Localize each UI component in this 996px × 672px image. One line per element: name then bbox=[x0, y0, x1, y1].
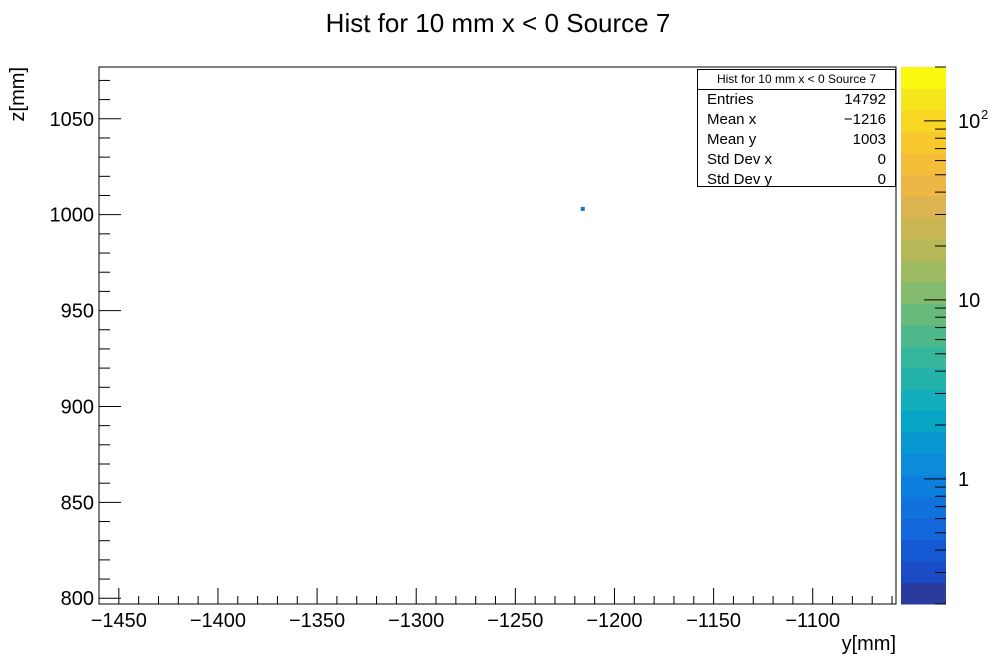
colorbar-band bbox=[901, 561, 946, 584]
colorbar-band bbox=[901, 496, 946, 519]
stats-box: Hist for 10 mm x < 0 Source 7 Entries 14… bbox=[697, 69, 896, 190]
colorbar-band bbox=[901, 346, 946, 369]
chart-title: Hist for 10 mm x < 0 Source 7 bbox=[326, 8, 671, 38]
stats-label: Mean x bbox=[707, 111, 757, 128]
colorbar-tick-exponent: 2 bbox=[981, 107, 988, 122]
stats-value: 0 bbox=[877, 151, 886, 168]
x-tick-label: −1450 bbox=[91, 610, 147, 632]
x-tick-label: −1150 bbox=[686, 610, 741, 632]
stats-value: 1003 bbox=[852, 131, 886, 148]
colorbar-band bbox=[901, 303, 946, 326]
colorbar-tick-label: 10 bbox=[958, 290, 980, 312]
stats-label: Std Dev y bbox=[707, 171, 773, 188]
colorbar-tick-label: 10 bbox=[958, 111, 980, 133]
stats-value: −1216 bbox=[843, 111, 886, 128]
colorbar-band bbox=[901, 582, 946, 605]
stats-row-std-dev-y: Std Dev y 0 bbox=[698, 170, 895, 190]
colorbar-band bbox=[901, 281, 946, 304]
stats-row-entries: Entries 14792 bbox=[698, 90, 895, 110]
stats-row-mean-x: Mean x −1216 bbox=[698, 110, 895, 130]
y-tick-label: 900 bbox=[61, 396, 94, 418]
y-tick-label: 850 bbox=[61, 492, 94, 514]
stats-label: Mean y bbox=[707, 131, 757, 148]
plot-frame bbox=[98, 66, 897, 605]
colorbar-band bbox=[901, 367, 946, 390]
colorbar-band bbox=[901, 260, 946, 283]
colorbar-band bbox=[901, 238, 946, 261]
colorbar-band bbox=[901, 109, 946, 132]
y-tick-label: 800 bbox=[61, 588, 94, 610]
y-tick-label: 1050 bbox=[50, 109, 95, 131]
colorbar-band bbox=[901, 152, 946, 175]
colorbar-band bbox=[901, 453, 946, 476]
x-tick-label: −1350 bbox=[289, 610, 345, 632]
stats-value: 14792 bbox=[844, 91, 886, 108]
colorbar-tick-label: 1 bbox=[958, 469, 969, 491]
colorbar-band bbox=[901, 518, 946, 541]
x-tick-label: −1250 bbox=[487, 610, 543, 632]
colorbar-band bbox=[901, 217, 946, 240]
y-axis-label: z[mm] bbox=[7, 67, 29, 121]
colorbar-band bbox=[901, 324, 946, 347]
colorbar-band bbox=[901, 67, 946, 89]
data-bin bbox=[580, 206, 585, 211]
colorbar-band bbox=[901, 174, 946, 197]
x-tick-label: −1200 bbox=[586, 610, 642, 632]
colorbar-band bbox=[901, 432, 946, 455]
stats-label: Entries bbox=[707, 91, 754, 108]
colorbar-band bbox=[901, 410, 946, 433]
y-tick-label: 1000 bbox=[50, 205, 95, 227]
colorbar-band bbox=[901, 475, 946, 498]
stats-label: Std Dev x bbox=[707, 151, 773, 168]
colorbar-band bbox=[901, 539, 946, 562]
colorbar-band bbox=[901, 389, 946, 412]
x-tick-label: −1400 bbox=[190, 610, 246, 632]
stats-row-std-dev-x: Std Dev x 0 bbox=[698, 150, 895, 170]
colorbar-band bbox=[901, 195, 946, 218]
stats-value: 0 bbox=[877, 171, 886, 188]
colorbar-band bbox=[901, 88, 946, 111]
stats-title: Hist for 10 mm x < 0 Source 7 bbox=[698, 70, 895, 90]
y-tick-label: 950 bbox=[61, 301, 94, 323]
colorbar-band bbox=[901, 131, 946, 154]
x-axis-label: y[mm] bbox=[842, 633, 896, 655]
x-tick-label: −1300 bbox=[388, 610, 444, 632]
x-tick-label: −1100 bbox=[785, 610, 840, 632]
stats-row-mean-y: Mean y 1003 bbox=[698, 130, 895, 150]
